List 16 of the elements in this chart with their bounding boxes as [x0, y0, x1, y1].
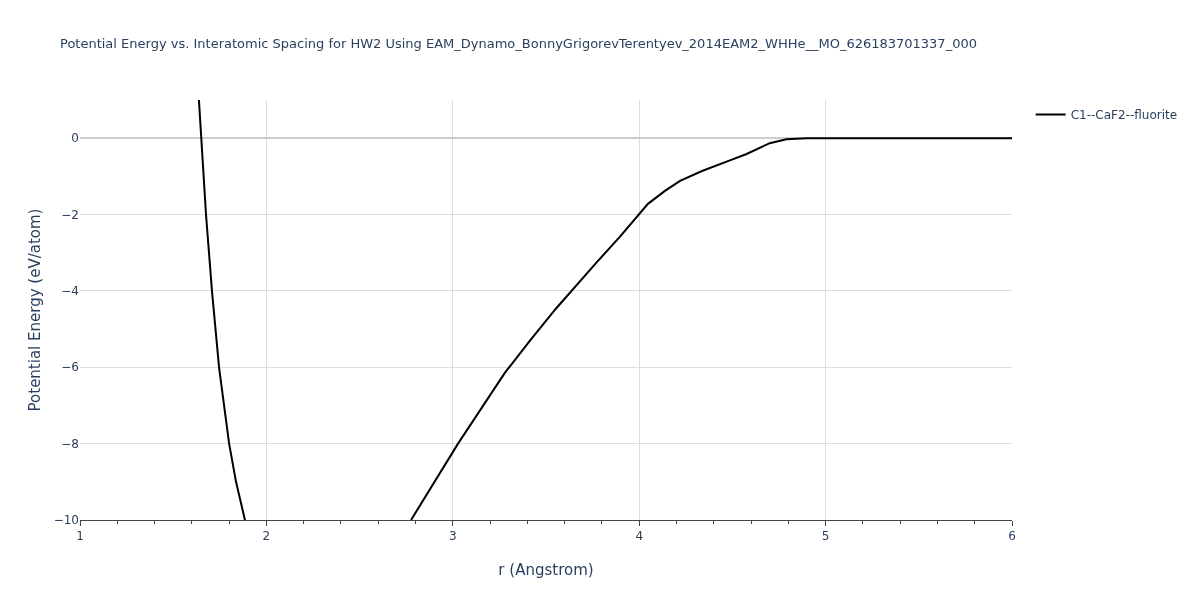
x-tick-label: 5	[821, 529, 830, 544]
y-tick-label: −8	[61, 436, 79, 451]
legend-label: C1--CaF2--fluorite	[1070, 108, 1178, 123]
y-tick-label: −6	[61, 360, 79, 375]
x-tick-label: 4	[635, 529, 644, 544]
x-tick-label: 3	[448, 529, 457, 544]
y-tick-label: −4	[61, 284, 79, 299]
y-axis-title: Potential Energy (eV/atom)	[26, 208, 44, 412]
y-tick-label: −2	[61, 207, 79, 222]
x-tick-label: 6	[1008, 529, 1016, 544]
x-tick-label: 1	[76, 529, 84, 544]
x-axis-title: r (Angstrom)	[498, 561, 594, 579]
y-tick-label: −10	[53, 513, 79, 528]
y-tick-label: 0	[71, 131, 79, 146]
chart-title: Potential Energy vs. Interatomic Spacing for HW2 Using EAM_Dynamo_BonnyGrigorevTerentyev_2014EAM2_WHHe__MO_626183701337_000	[60, 36, 977, 52]
x-tick-label: 2	[262, 529, 271, 544]
